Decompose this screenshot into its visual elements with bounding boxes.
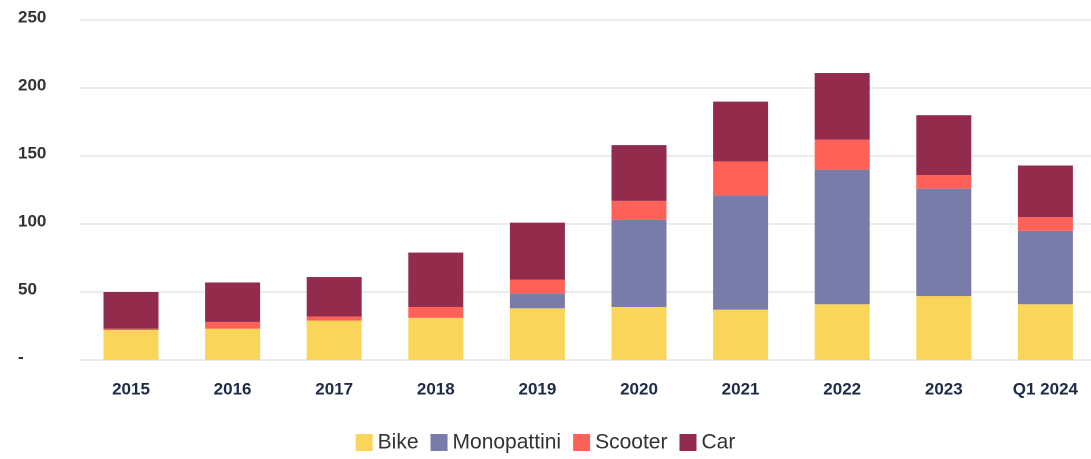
bar-segment — [103, 292, 159, 329]
legend-label: Monopattini — [453, 431, 562, 454]
legend-label: Scooter — [595, 431, 667, 454]
bar-segment — [713, 161, 769, 196]
x-tick-label: 2015 — [112, 379, 150, 398]
bar-segment — [916, 115, 972, 176]
bar-segment — [509, 308, 565, 360]
x-tick-label: 2018 — [417, 379, 455, 398]
x-tick-label: 2021 — [722, 379, 760, 398]
y-tick-label: 50 — [18, 279, 37, 298]
bar-segment — [713, 101, 769, 162]
bar-segment — [205, 321, 261, 329]
bar-segment — [103, 330, 159, 360]
bar-segment — [713, 195, 769, 310]
bar-segment — [713, 309, 769, 360]
bar-segment — [814, 169, 870, 305]
y-tick-label: 100 — [18, 211, 46, 230]
x-tick-label: 2016 — [214, 379, 252, 398]
bar-segment — [205, 282, 261, 322]
bar-segment — [814, 73, 870, 140]
bar-segment — [916, 296, 972, 360]
bar-segment — [916, 188, 972, 297]
y-tick-label: 250 — [18, 7, 46, 26]
legend-swatch — [679, 434, 697, 451]
bar-segment — [306, 316, 362, 321]
bar-segment — [408, 252, 464, 307]
x-tick-label: 2019 — [518, 379, 556, 398]
bar-segment — [916, 175, 972, 189]
bar-segment — [611, 306, 667, 360]
x-tick-label: 2022 — [823, 379, 861, 398]
bar-segment — [103, 328, 159, 331]
bar-segment — [509, 293, 565, 309]
bar-segment — [814, 304, 870, 360]
bar-segment — [814, 139, 870, 170]
x-tick-label: Q1 2024 — [1013, 379, 1079, 398]
legend-label: Bike — [378, 431, 419, 454]
bar-segment — [509, 279, 565, 294]
y-tick-label: 200 — [18, 75, 46, 94]
y-tick-label: - — [18, 347, 24, 366]
legend-swatch — [430, 434, 448, 451]
bar-segment — [306, 320, 362, 360]
bar-segment — [1017, 217, 1073, 231]
x-tick-label: 2017 — [315, 379, 353, 398]
x-tick-label: 2020 — [620, 379, 658, 398]
bar-segment — [408, 317, 464, 360]
bar-segment — [509, 222, 565, 280]
bar-segment — [306, 277, 362, 317]
bar-segment — [1017, 304, 1073, 360]
bar-segment — [611, 145, 667, 201]
legend-swatch — [355, 434, 373, 451]
y-tick-label: 150 — [18, 143, 46, 162]
bar-segment — [408, 306, 464, 318]
legend-label: Car — [701, 431, 735, 454]
bar-segment — [611, 219, 667, 307]
legend-swatch — [573, 434, 591, 451]
x-tick-label: 2023 — [925, 379, 963, 398]
bar-segment — [1017, 165, 1073, 218]
bar-segment — [205, 328, 261, 360]
bar-segment — [611, 200, 667, 220]
bar-segment — [1017, 230, 1073, 305]
